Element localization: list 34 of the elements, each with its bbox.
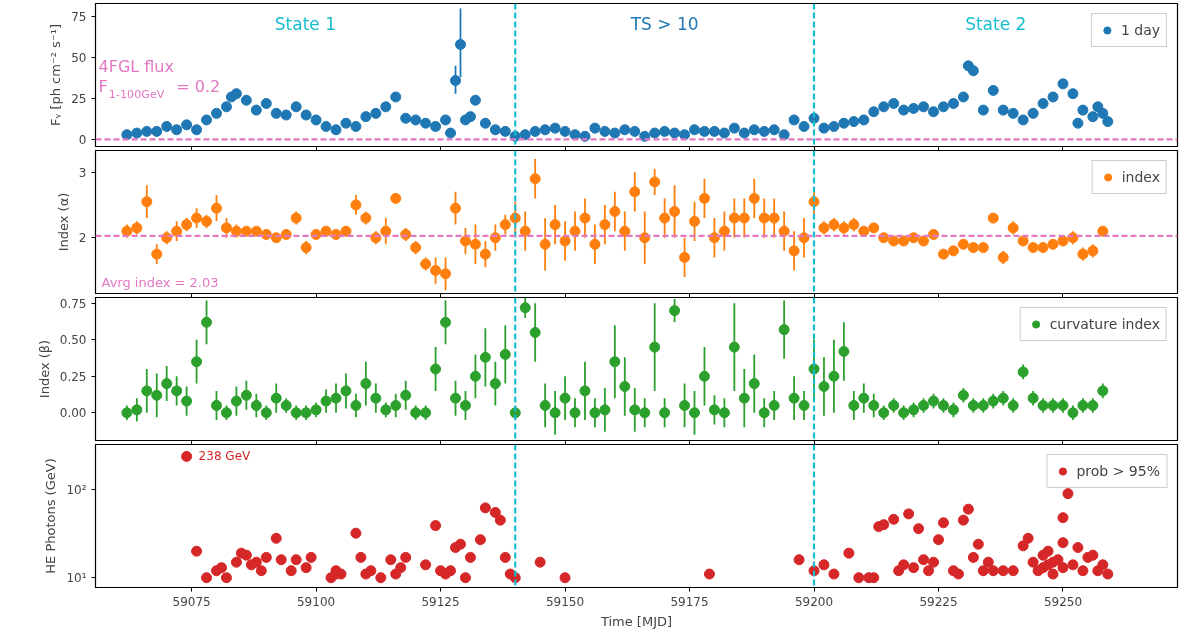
y-tick-label: 0.75	[59, 296, 87, 311]
annotation: TS > 10	[629, 13, 699, 34]
y-tick-label: 0.25	[59, 369, 87, 384]
y-tick-label: 2	[78, 231, 87, 246]
y-tick-label: 3	[78, 165, 87, 180]
legend-label: index	[1121, 169, 1160, 185]
annotation: 238 GeV	[198, 449, 252, 464]
annotation: State 2	[965, 13, 1027, 34]
ref-line-label: Avrg index = 2.03	[101, 274, 219, 290]
x-tick-label: 59250	[1043, 594, 1083, 609]
y-tick-label: 0.00	[59, 406, 87, 421]
legend-label: prob > 95%	[1076, 463, 1160, 479]
y-tick-label: 10²	[66, 482, 87, 497]
x-tick-label: 59150	[545, 594, 585, 609]
x-tick-label: 59175	[670, 594, 709, 609]
y-tick-label: 50	[71, 51, 87, 66]
x-tick-label: 59125	[421, 594, 460, 609]
y-tick-label: 25	[71, 92, 87, 107]
legend-label: curvature index	[1049, 316, 1160, 332]
y-tick-label: 0.50	[59, 333, 87, 348]
y-axis-title: Fᵧ [ph cm⁻² s⁻¹]	[48, 23, 64, 127]
y-axis-title: Index (α)	[55, 192, 71, 252]
y-tick-label: 0	[78, 133, 87, 148]
x-axis-title: Time [MJD]	[599, 613, 673, 629]
x-tick-label: 59100	[297, 594, 336, 609]
y-axis-title: HE Photons (GeV)	[43, 458, 59, 574]
legend-label: 1 day	[1120, 22, 1160, 38]
x-tick-label: 59075	[172, 594, 211, 609]
annotation: State 1	[274, 13, 336, 34]
y-tick-label: 75	[71, 10, 87, 25]
y-axis-title: Index (β)	[36, 339, 52, 399]
x-tick-label: 59200	[794, 594, 834, 609]
y-tick-label: 10¹	[66, 570, 87, 585]
x-tick-label: 59225	[919, 594, 958, 609]
